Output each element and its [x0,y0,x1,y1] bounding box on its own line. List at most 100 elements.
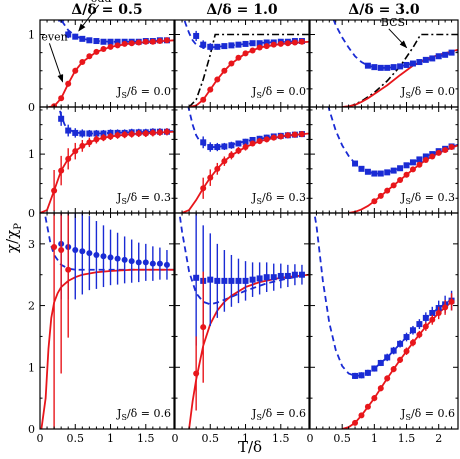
panel-frame [39,212,175,430]
data-point [51,187,58,194]
data-point [403,61,410,68]
panel-label: JS/δ = 0.6 [116,407,171,422]
data-point [100,253,107,260]
panel-label: JS/δ = 0.3 [251,191,306,206]
data-point [263,274,270,281]
data-point [298,271,305,278]
data-point [79,130,86,137]
panel-label-rest: /δ = 0.0 [262,85,306,98]
series-odd-line [178,213,309,306]
data-point [72,247,79,254]
data-point [114,255,121,262]
data-point [93,136,100,143]
data-point [403,348,410,355]
data-point [200,324,207,331]
panel-label: JS/δ = 0.0 [251,85,306,100]
series-even-line [181,132,309,213]
data-point [277,272,284,279]
data-point [228,142,235,149]
data-point [291,131,298,138]
data-point [242,144,249,151]
x-tick-label: 1.5 [137,432,155,445]
data-point [65,155,72,162]
annotation-label: even [41,30,67,43]
series-odd-line [183,20,309,49]
panel-2-1: 0 0.5 1 1.5 JS/δ = 0.6 [172,212,310,445]
data-point [193,32,200,39]
data-point [93,48,100,55]
data-point [207,86,214,93]
data-point [270,134,277,141]
data-point [79,142,86,149]
data-point [277,133,284,140]
data-point [193,370,200,377]
data-point [242,138,249,145]
data-point [100,130,107,137]
data-point [58,95,65,102]
panel-label: JS/δ = 0.0 [116,85,171,100]
data-point [86,139,93,146]
data-point [377,192,384,199]
data-point [214,43,221,50]
data-point [409,166,416,173]
annotation-arrow [78,4,100,32]
data-point [107,254,114,261]
panel-frame [174,212,310,430]
data-point [384,354,391,361]
data-point [121,256,128,263]
data-point [72,148,79,155]
data-point [256,40,263,47]
x-tick-label: 0.5 [67,432,85,445]
data-point [291,271,298,278]
panel-label-sub: S [405,197,410,206]
data-point [114,38,121,45]
column-title: Δ/δ = 0.5 [71,2,142,18]
panel-label-rest: /δ = 0.6 [127,407,171,420]
data-point [256,138,263,145]
data-point [79,59,86,66]
panel-2-0: 0 1 2 3 0 0.5 1 1.5 JS/δ = 0.6 [28,212,175,445]
data-point [149,260,156,267]
data-point [390,64,397,71]
data-point [358,372,365,379]
data-point [65,80,72,87]
data-point [128,131,135,138]
annotation-arrow [388,28,408,49]
panel-label-rest: /δ = 0.3 [262,191,306,204]
data-point [358,412,365,419]
panel-label-sub: S [256,413,261,422]
panel-label: JS/δ = 0.0 [400,85,455,100]
data-point [200,96,207,103]
data-point [397,340,404,347]
panel-label: JS/δ = 0.6 [251,407,306,422]
data-point [200,185,207,192]
y-tick-label: 0 [28,101,35,114]
panel-2-2: 0 0.5 1 1.5 2 JS/δ = 0.6 [307,212,459,445]
data-point [65,266,72,273]
data-point [409,327,416,334]
data-point [422,153,429,160]
data-point [371,64,378,71]
data-point [364,403,371,410]
plot-area [181,107,309,213]
x-tick-label: 1 [107,432,114,445]
panel-label: JS/δ = 0.3 [400,191,455,206]
data-point [249,47,256,54]
data-point [384,169,391,176]
data-point [207,276,214,283]
data-point [149,129,156,136]
panel-label-sub: S [121,91,126,100]
figure-xlabel: T/δ [238,438,262,456]
data-point [384,375,391,382]
data-point [270,41,277,48]
y-tick-label: 1 [28,361,35,374]
data-point [58,115,65,122]
data-point [114,42,121,49]
data-point [107,38,114,45]
data-point [384,64,391,71]
data-point [270,274,277,281]
data-point [72,33,79,40]
data-point [416,321,423,328]
data-point [121,40,128,47]
data-point [256,275,263,282]
